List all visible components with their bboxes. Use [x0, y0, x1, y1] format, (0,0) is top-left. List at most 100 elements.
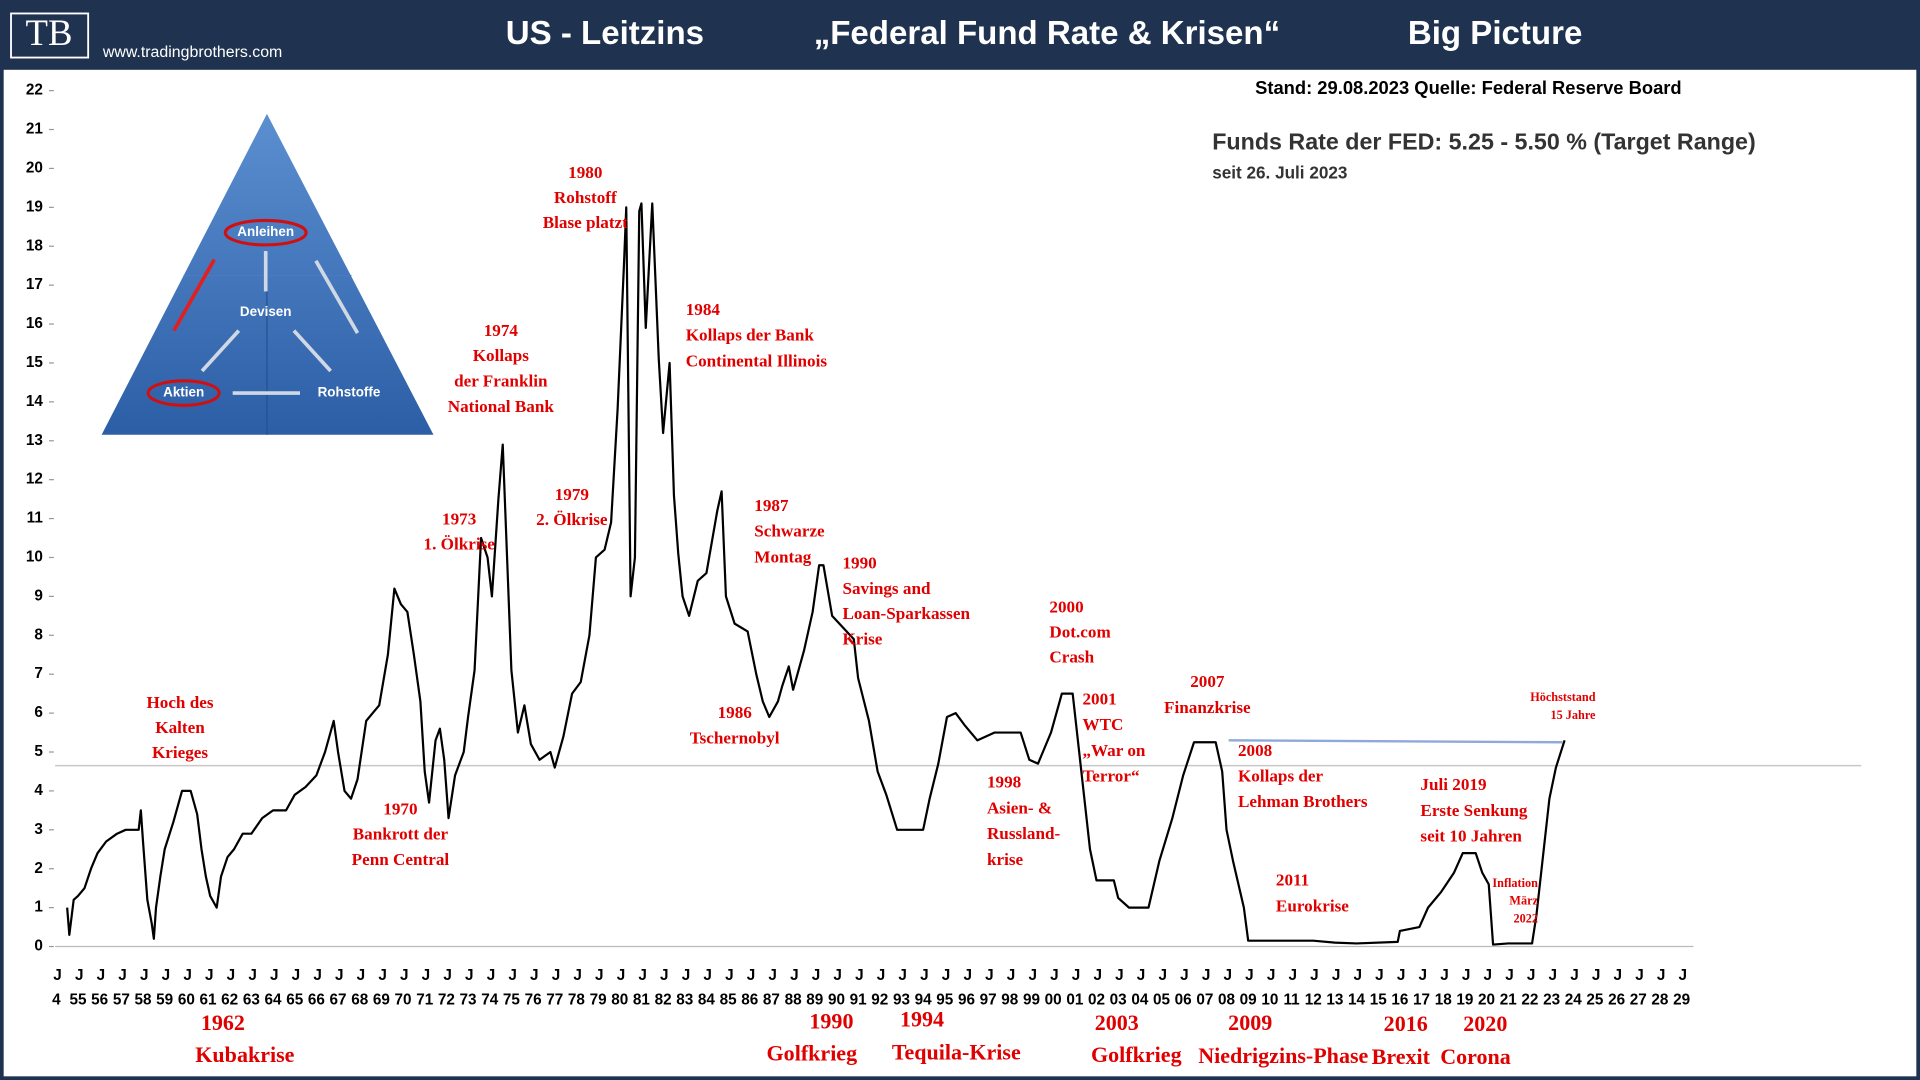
x-tick-minor: J	[530, 967, 539, 984]
x-tick-label: 60	[178, 991, 195, 1008]
annotation: WTC	[1082, 715, 1123, 734]
x-tick-label: 12	[1305, 991, 1322, 1008]
x-tick-label: 19	[1456, 991, 1473, 1008]
event-year: 2020	[1463, 1011, 1507, 1036]
y-tick-label: 2	[34, 860, 43, 877]
y-tick-label: 20	[26, 159, 43, 176]
x-tick-label: 16	[1391, 991, 1408, 1008]
x-tick-minor: J	[1267, 967, 1276, 984]
annotation: 1990	[842, 553, 876, 572]
y-tick-label: 17	[26, 276, 43, 293]
x-tick-label: 10	[1261, 991, 1278, 1008]
x-tick-label: 80	[611, 991, 628, 1008]
x-tick-label: 25	[1586, 991, 1604, 1008]
x-tick-label: 68	[351, 991, 369, 1008]
y-tick-label: 18	[26, 237, 44, 254]
x-tick-minor: J	[877, 967, 886, 984]
x-tick-label: 65	[286, 991, 304, 1008]
header-bar	[0, 0, 1920, 70]
y-tick-label: 14	[26, 393, 44, 410]
x-tick-label: 58	[134, 991, 152, 1008]
x-tick-label: 69	[373, 991, 390, 1008]
x-tick-label: 08	[1218, 991, 1236, 1008]
x-tick-minor: J	[53, 967, 62, 984]
x-tick-minor: J	[660, 967, 669, 984]
x-tick-minor: J	[508, 967, 517, 984]
inset-label: Aktien	[163, 385, 204, 400]
event-year: 1962	[201, 1010, 245, 1035]
annotation: Kollaps der	[1238, 766, 1324, 785]
x-tick-label: 95	[936, 991, 954, 1008]
annotation: Inflation	[1492, 876, 1538, 890]
x-tick-label: 85	[720, 991, 738, 1008]
x-tick-label: 06	[1175, 991, 1192, 1008]
x-tick-minor: J	[638, 967, 647, 984]
inset-label: Anleihen	[237, 224, 294, 239]
x-tick-minor: J	[1223, 967, 1232, 984]
x-tick-label: 77	[546, 991, 563, 1008]
annotation: Blase platzt	[543, 213, 628, 232]
x-tick-minor: J	[313, 967, 322, 984]
rate-since: seit 26. Juli 2023	[1212, 162, 1347, 182]
event-name: Niedrigzins-Phase	[1198, 1043, 1368, 1068]
x-tick-minor: J	[1570, 967, 1579, 984]
annotation: Russland-	[987, 824, 1061, 843]
title: „Federal Fund Rate & Krisen“	[814, 15, 1280, 52]
x-tick-label: 04	[1131, 991, 1149, 1008]
x-tick-label: 82	[655, 991, 672, 1008]
annotation: Krieges	[152, 743, 208, 762]
x-tick-label: 27	[1630, 991, 1647, 1008]
x-tick-minor: J	[335, 967, 344, 984]
x-tick-minor: J	[1137, 967, 1146, 984]
rate-line	[66, 202, 1566, 946]
x-tick-minor: J	[227, 967, 236, 984]
x-tick-label: 74	[481, 991, 499, 1008]
x-tick-label: 67	[330, 991, 347, 1008]
x-tick-label: 29	[1673, 991, 1690, 1008]
annotation: 1998	[987, 773, 1021, 792]
event-name: Brexit	[1372, 1044, 1431, 1069]
annotation: Continental Illinois	[686, 351, 828, 370]
x-tick-label: 05	[1153, 991, 1171, 1008]
highlight	[146, 379, 221, 407]
x-tick-minor: J	[1202, 967, 1211, 984]
y-tick-label: 5	[34, 743, 43, 760]
x-tick-minor: J	[400, 967, 409, 984]
x-tick-label: 22	[1521, 991, 1538, 1008]
x-tick-minor: J	[1332, 967, 1341, 984]
x-tick-minor: J	[1527, 967, 1536, 984]
x-tick-label: 90	[828, 991, 845, 1008]
y-tick-label: 7	[34, 665, 43, 682]
x-tick-minor: J	[1245, 967, 1254, 984]
annotation: Bankrott der	[353, 825, 449, 844]
x-tick-minor: J	[703, 967, 712, 984]
x-tick-minor: J	[942, 967, 951, 984]
x-tick-label: 09	[1240, 991, 1257, 1008]
annotation: 2007	[1190, 672, 1225, 691]
annotation: Penn Central	[352, 850, 450, 869]
x-tick-label: 81	[633, 991, 651, 1008]
x-tick-minor: J	[1288, 967, 1297, 984]
x-tick-label: 64	[265, 991, 283, 1008]
x-tick-minor: J	[855, 967, 864, 984]
x-tick-label: 28	[1651, 991, 1669, 1008]
x-tick-label: 57	[113, 991, 130, 1008]
x-tick-minor: J	[898, 967, 907, 984]
annotation: 1987	[754, 496, 789, 515]
annotation: Juli 2019	[1420, 775, 1486, 794]
y-tick-label: 16	[26, 315, 43, 332]
x-tick-minor: J	[1635, 967, 1644, 984]
annotation: Terror“	[1082, 766, 1139, 785]
x-tick-minor: J	[1072, 967, 1081, 984]
annotation: 1970	[383, 800, 417, 819]
x-tick-label: 23	[1543, 991, 1560, 1008]
annotation: Kalten	[155, 718, 205, 737]
annotation: National Bank	[448, 397, 555, 416]
y-tick-label: 6	[34, 704, 43, 721]
x-tick-label: 24	[1565, 991, 1583, 1008]
x-tick-label: 94	[915, 991, 933, 1008]
event-name: Tequila-Krise	[892, 1039, 1021, 1064]
annotation: Krise	[842, 629, 882, 648]
